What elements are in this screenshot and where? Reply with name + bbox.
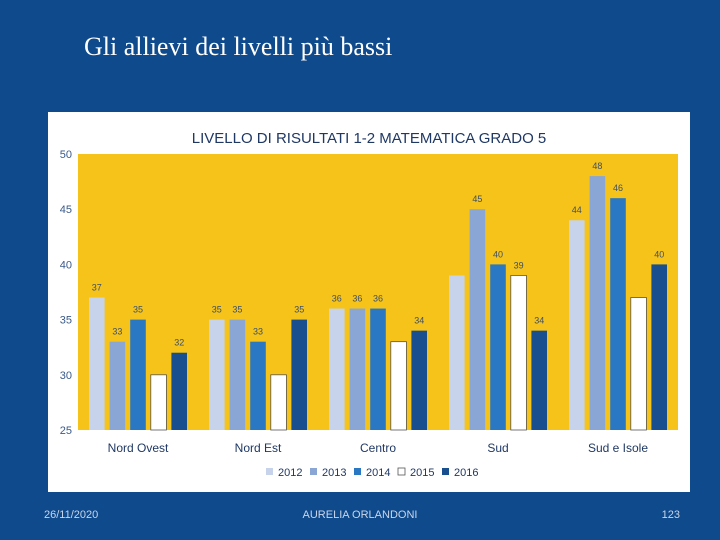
data-label-2013-3: 45: [472, 194, 482, 204]
bar-2013-0: [109, 341, 126, 430]
data-label-2012-4: 44: [572, 205, 582, 215]
data-label-2016-3: 34: [534, 316, 544, 326]
data-label-2014-1: 33: [253, 327, 263, 337]
bar-2016-0: [171, 352, 187, 430]
legend-swatch-2016: [442, 468, 449, 475]
bar-2015-0: [150, 374, 167, 431]
legend-swatch-2014: [354, 468, 361, 475]
bar-chart: LIVELLO DI RISULTATI 1-2 MATEMATICA GRAD…: [60, 130, 678, 479]
chart-title: LIVELLO DI RISULTATI 1-2 MATEMATICA GRAD…: [192, 130, 547, 147]
bar-2016-4: [651, 264, 667, 430]
bar-2014-3: [490, 264, 506, 430]
footer-author: AURELIA ORLANDONI: [302, 509, 418, 521]
data-label-2013-4: 48: [592, 161, 602, 171]
x-category-label-3: Sud: [487, 441, 508, 455]
legend-swatch-2012: [266, 468, 273, 475]
data-label-2015-3: 39: [514, 260, 524, 270]
y-tick-label-4: 45: [60, 204, 72, 216]
bar-2012-1: [209, 319, 225, 430]
data-label-2013-0: 33: [112, 327, 122, 337]
y-tick-label-2: 35: [60, 315, 72, 327]
legend-label-2016: 2016: [454, 467, 478, 479]
bar-2016-3: [531, 330, 547, 430]
legend-label-2014: 2014: [366, 467, 390, 479]
y-tick-label-3: 40: [60, 259, 72, 271]
footer-date: 26/11/2020: [44, 509, 99, 521]
data-label-2014-0: 35: [133, 305, 143, 315]
legend-label-2015: 2015: [410, 467, 434, 479]
data-label-2012-1: 35: [212, 305, 222, 315]
bar-2012-0: [89, 297, 105, 430]
x-category-label-1: Nord Est: [235, 441, 282, 455]
bar-2014-2: [370, 308, 386, 430]
bar-2014-1: [250, 341, 266, 430]
data-label-2016-1: 35: [294, 305, 304, 315]
x-category-label-0: Nord Ovest: [108, 441, 169, 455]
bar-2013-2: [349, 308, 366, 430]
data-label-2014-2: 36: [373, 294, 383, 304]
bar-2014-0: [130, 319, 146, 430]
legend-label-2012: 2012: [278, 467, 302, 479]
bar-2013-4: [589, 176, 606, 430]
bar-2013-1: [229, 319, 246, 430]
bar-2015-1: [270, 374, 287, 431]
bar-2013-3: [469, 209, 486, 430]
bar-2012-4: [569, 220, 585, 430]
bar-2015-4: [630, 297, 647, 431]
y-tick-label-1: 30: [60, 370, 72, 382]
x-category-label-4: Sud e Isole: [588, 441, 648, 455]
bar-2012-3: [449, 275, 465, 430]
legend-swatch-2013: [310, 468, 317, 475]
bar-2015-3: [510, 275, 527, 431]
y-tick-label-5: 50: [60, 149, 72, 161]
data-label-2014-4: 46: [613, 183, 623, 193]
data-label-2013-1: 35: [232, 305, 242, 315]
bar-2014-4: [610, 198, 626, 430]
data-label-2016-4: 40: [654, 249, 664, 259]
slide-title: Gli allievi dei livelli più bassi: [84, 32, 393, 61]
legend-swatch-2015: [397, 467, 406, 476]
chart-panel: LIVELLO DI RISULTATI 1-2 MATEMATICA GRAD…: [48, 112, 690, 492]
bar-2016-2: [411, 330, 427, 430]
footer-page-number: 123: [661, 509, 680, 521]
data-label-2013-2: 36: [352, 294, 362, 304]
data-label-2014-3: 40: [493, 249, 503, 259]
legend-label-2013: 2013: [322, 467, 346, 479]
data-label-2016-2: 34: [414, 316, 424, 326]
bar-2015-2: [390, 341, 407, 431]
data-label-2012-2: 36: [332, 294, 342, 304]
x-category-label-2: Centro: [360, 441, 396, 455]
data-label-2012-0: 37: [92, 283, 102, 293]
bar-2016-1: [291, 319, 307, 430]
bar-2012-2: [329, 308, 345, 430]
data-label-2016-0: 32: [174, 338, 184, 348]
y-tick-label-0: 25: [60, 425, 72, 437]
